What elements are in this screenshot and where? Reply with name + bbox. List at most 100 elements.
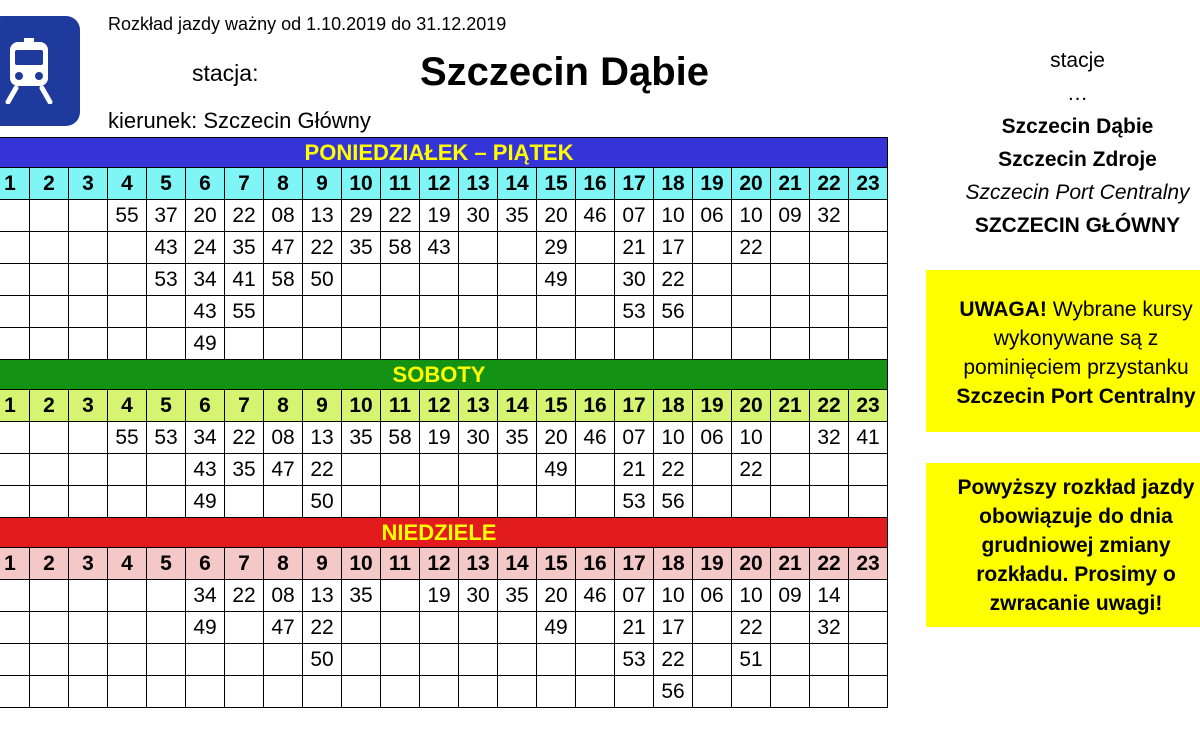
minute-cell: 53 xyxy=(614,643,654,676)
minute-cell xyxy=(29,643,69,676)
hour-cell: 21 xyxy=(770,389,810,422)
hour-cell: 20 xyxy=(731,389,771,422)
hour-cell: 17 xyxy=(614,389,654,422)
minute-cell xyxy=(29,199,69,232)
minute-cell: 56 xyxy=(653,295,693,328)
minute-cell: 22 xyxy=(302,453,342,486)
minutes-row: 43 24 35 47 22 35 58 43 29 21 17 22 xyxy=(0,231,888,264)
minute-cell xyxy=(848,643,888,676)
minutes-row: 34 22 08 13 35 19 30 35 20 46 07 10 06 10 09 14 xyxy=(0,579,888,612)
minute-cell xyxy=(419,453,459,486)
minute-cell: 10 xyxy=(731,579,771,612)
minute-cell xyxy=(224,643,264,676)
minute-cell xyxy=(341,327,381,360)
minute-cell: 58 xyxy=(380,421,420,454)
minute-cell xyxy=(0,579,30,612)
hour-cell: 22 xyxy=(809,389,849,422)
minute-cell xyxy=(224,611,264,644)
minute-cell xyxy=(341,643,381,676)
minute-cell: 22 xyxy=(224,579,264,612)
minute-cell xyxy=(107,295,147,328)
minute-cell xyxy=(419,327,459,360)
minute-cell: 32 xyxy=(809,421,849,454)
hours-row: 1 2 3 4 5 6 7 8 9 10 11 12 13 14 15 16 17 18 19 20 21 22 23 xyxy=(0,547,888,580)
hour-cell: 4 xyxy=(107,167,147,200)
minute-cell xyxy=(29,485,69,518)
train-icon xyxy=(5,38,53,104)
minute-cell: 30 xyxy=(458,579,498,612)
minute-cell xyxy=(29,327,69,360)
notice-line: zwracanie uwagi! xyxy=(989,592,1163,615)
minute-cell: 49 xyxy=(185,611,225,644)
hour-cell: 10 xyxy=(341,389,381,422)
minute-cell: 58 xyxy=(263,263,303,296)
minute-cell: 50 xyxy=(302,263,342,296)
minute-cell: 35 xyxy=(497,421,537,454)
minute-cell xyxy=(497,453,537,486)
minute-cell xyxy=(770,675,810,708)
minute-cell xyxy=(0,421,30,454)
minute-cell xyxy=(692,643,732,676)
minute-cell xyxy=(770,231,810,264)
minute-cell xyxy=(419,675,459,708)
minute-cell xyxy=(575,675,615,708)
hour-cell: 1 xyxy=(0,389,30,422)
minute-cell: 07 xyxy=(614,199,654,232)
minute-cell xyxy=(146,485,186,518)
minute-cell: 10 xyxy=(653,579,693,612)
minute-cell: 49 xyxy=(185,485,225,518)
minute-cell xyxy=(68,453,108,486)
minute-cell xyxy=(380,579,420,612)
minute-cell xyxy=(0,453,30,486)
minute-cell: 10 xyxy=(653,199,693,232)
minute-cell: 24 xyxy=(185,231,225,264)
section-title-sundays: NIEDZIELE xyxy=(0,517,888,548)
minute-cell: 43 xyxy=(419,231,459,264)
minute-cell xyxy=(107,231,147,264)
hour-cell: 3 xyxy=(68,167,108,200)
notice-line: UWAGA! Wybrane kursy xyxy=(926,295,1200,324)
hour-cell: 3 xyxy=(68,389,108,422)
minute-cell xyxy=(380,263,420,296)
hour-cell: 14 xyxy=(497,389,537,422)
minute-cell: 20 xyxy=(536,421,576,454)
minute-cell: 17 xyxy=(653,611,693,644)
minute-cell xyxy=(29,675,69,708)
minute-cell xyxy=(380,453,420,486)
minutes-row: 56 xyxy=(0,675,888,708)
minute-cell xyxy=(809,643,849,676)
minutes-row: 49 47 22 49 21 17 22 32 xyxy=(0,611,888,644)
minute-cell xyxy=(68,199,108,232)
minute-cell: 19 xyxy=(419,421,459,454)
hour-cell: 19 xyxy=(692,547,732,580)
minute-cell: 56 xyxy=(653,675,693,708)
minute-cell xyxy=(146,453,186,486)
notice-line: Powyższy rozkład jazdy xyxy=(957,476,1195,499)
hour-cell: 4 xyxy=(107,389,147,422)
minute-cell xyxy=(575,643,615,676)
hour-cell: 8 xyxy=(263,389,303,422)
minute-cell: 09 xyxy=(770,199,810,232)
minute-cell: 47 xyxy=(263,611,303,644)
minute-cell: 22 xyxy=(731,611,771,644)
minute-cell: 43 xyxy=(185,453,225,486)
hour-cell: 3 xyxy=(68,547,108,580)
minute-cell xyxy=(419,295,459,328)
minute-cell xyxy=(107,675,147,708)
minute-cell xyxy=(29,421,69,454)
minute-cell: 08 xyxy=(263,579,303,612)
minute-cell: 21 xyxy=(614,231,654,264)
hour-cell: 20 xyxy=(731,547,771,580)
hour-cell: 13 xyxy=(458,389,498,422)
minute-cell xyxy=(146,295,186,328)
hour-cell: 11 xyxy=(380,389,420,422)
minutes-row: 43 35 47 22 49 21 22 22 xyxy=(0,453,888,486)
minute-cell xyxy=(0,199,30,232)
minute-cell xyxy=(0,295,30,328)
minute-cell xyxy=(29,453,69,486)
minute-cell xyxy=(68,643,108,676)
minute-cell: 22 xyxy=(224,199,264,232)
minute-cell xyxy=(770,327,810,360)
minute-cell: 47 xyxy=(263,453,303,486)
minute-cell: 22 xyxy=(731,453,771,486)
